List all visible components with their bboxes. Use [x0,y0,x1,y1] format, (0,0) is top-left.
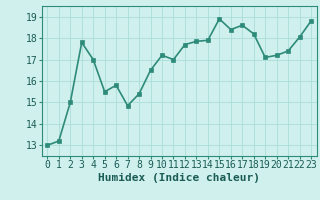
X-axis label: Humidex (Indice chaleur): Humidex (Indice chaleur) [98,173,260,183]
